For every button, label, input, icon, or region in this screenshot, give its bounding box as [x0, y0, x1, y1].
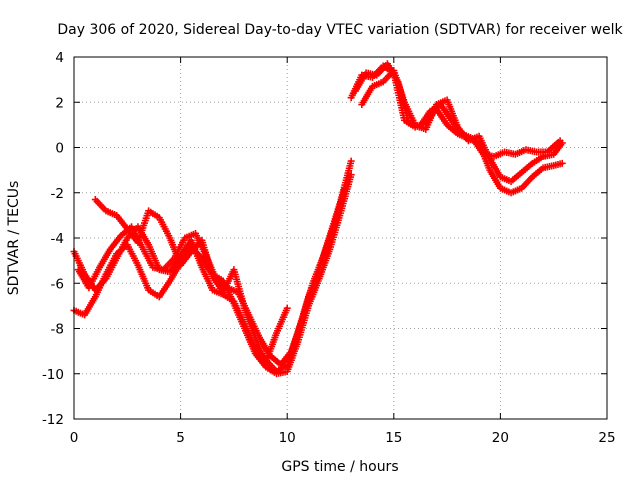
x-tick-label: 20 — [492, 430, 509, 446]
x-tick-label: 15 — [385, 430, 402, 446]
y-tick-label: 4 — [55, 50, 64, 66]
data-point — [347, 171, 355, 179]
x-tick-label: 25 — [598, 430, 615, 446]
y-tick-label: -12 — [42, 412, 64, 428]
tick-labels: 0 5 10 15 20 25 -12 -10 -8 -6 -4 -2 0 2 4 — [42, 50, 616, 446]
data-point — [558, 159, 566, 167]
grid-lines — [74, 57, 607, 419]
series-4 — [91, 196, 291, 366]
data-point — [347, 157, 355, 165]
y-tick-label: -10 — [42, 367, 64, 383]
chart-title: Day 306 of 2020, Sidereal Day-to-day VTE… — [57, 22, 623, 38]
y-axis-label: SDTVAR / TECUs — [6, 181, 22, 296]
axis-ticks — [73, 56, 608, 420]
data-point — [341, 184, 349, 192]
x-tick-label: 5 — [176, 430, 185, 446]
y-tick-label: 0 — [55, 141, 64, 157]
data-point — [283, 304, 291, 312]
y-tick-label: -2 — [51, 186, 64, 202]
y-tick-label: -6 — [51, 276, 64, 292]
data-point — [556, 137, 564, 145]
series-7 — [351, 60, 564, 161]
x-axis-label: GPS time / hours — [281, 459, 398, 475]
y-tick-label: -8 — [51, 322, 64, 338]
x-tick-label: 0 — [70, 430, 79, 446]
x-tick-label: 10 — [279, 430, 296, 446]
y-tick-label: 2 — [55, 95, 64, 111]
y-tick-label: -4 — [51, 231, 64, 247]
data-points — [70, 60, 566, 378]
